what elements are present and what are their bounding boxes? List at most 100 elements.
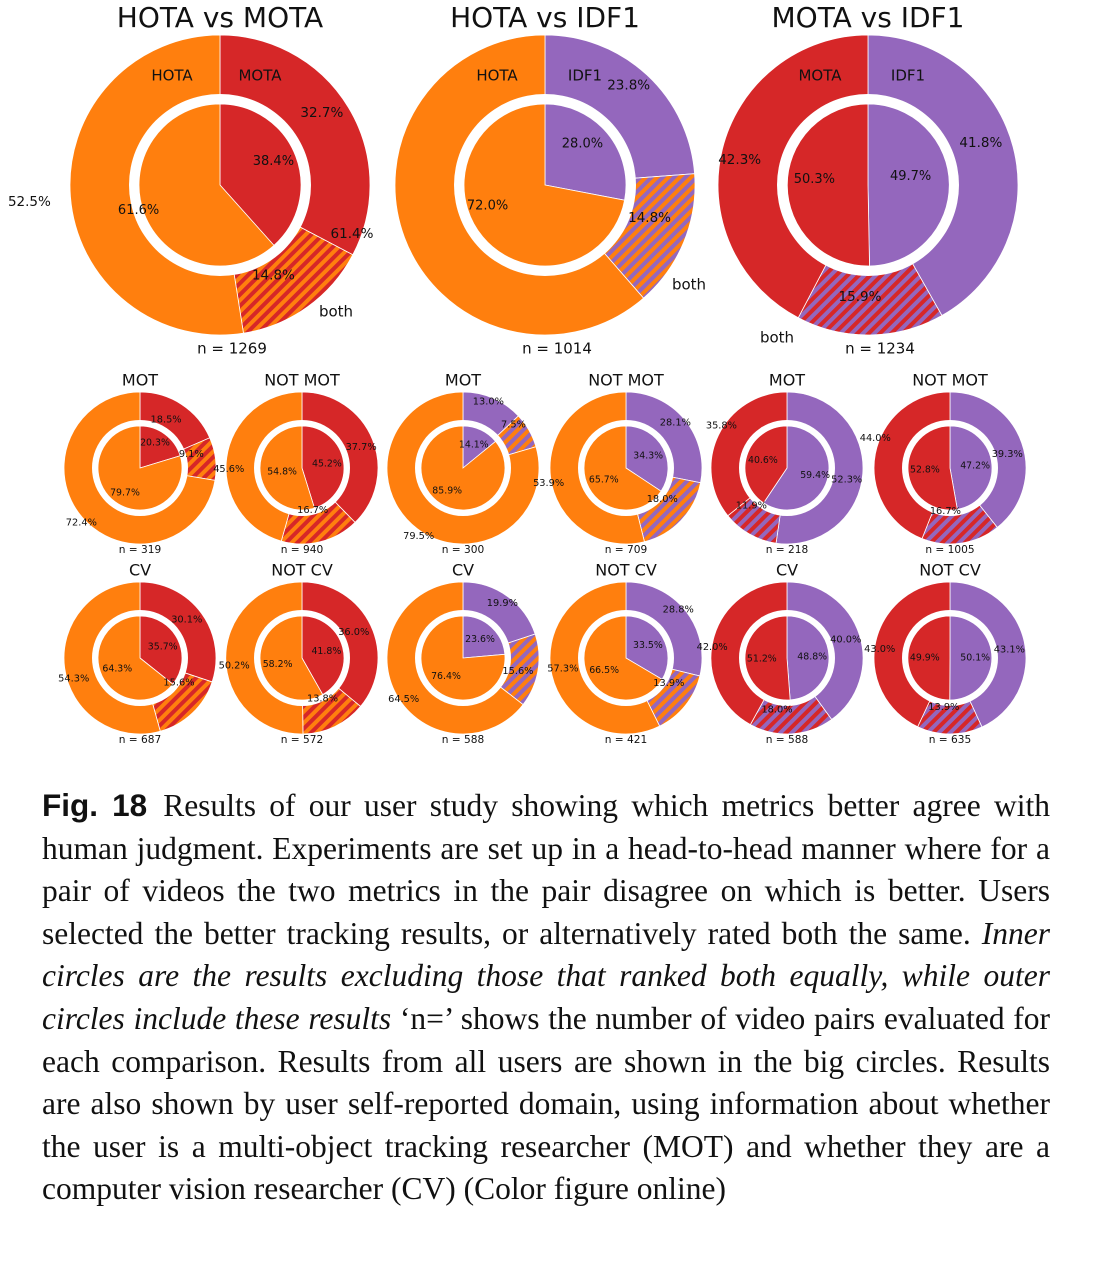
donut-chart-11: 50.2% 36.0% 13.8% 58.2% 41.8% NOT CV n = 572 bbox=[219, 561, 379, 746]
inner-pct-label: 28.0% bbox=[562, 137, 603, 152]
inner-slice-idf1 bbox=[949, 425, 993, 510]
outer-pct-label: 32.7% bbox=[300, 105, 343, 121]
chart-title: NOT MOT bbox=[588, 371, 664, 390]
inner-slice-mota bbox=[907, 615, 951, 701]
inner-pct-label: 50.1% bbox=[960, 653, 990, 664]
inner-pct-label: 48.8% bbox=[797, 652, 827, 663]
outer-pct-label: 18.0% bbox=[647, 494, 678, 505]
n-count-label: n = 300 bbox=[442, 544, 485, 556]
inner-pct-label: 66.5% bbox=[589, 665, 619, 676]
outer-pct-label: 44.0% bbox=[860, 433, 891, 444]
figure-label: Fig. 18 bbox=[42, 787, 148, 823]
left-metric-label: HOTA bbox=[476, 67, 518, 85]
inner-pct-label: 40.6% bbox=[748, 455, 778, 466]
caption-text-b: ‘n=’ shows the number of video pairs eva… bbox=[42, 1000, 1050, 1207]
inner-pct-label: 33.5% bbox=[633, 640, 663, 651]
right-metric-label: IDF1 bbox=[568, 67, 602, 85]
inner-pct-label: 79.7% bbox=[110, 488, 140, 499]
inner-pct-label: 38.4% bbox=[253, 154, 294, 169]
inner-pct-label: 20.3% bbox=[140, 437, 170, 448]
donut-chart-1: 52.5% 32.7% 14.8% 61.6% 38.4% HOTA vs MOTA n =… bbox=[8, 1, 371, 358]
inner-slice-hota bbox=[583, 615, 663, 701]
donut-chart-6: 79.5% 13.0% 7.5% 85.9% 14.1% MOT n = 300 bbox=[386, 371, 540, 556]
chart-title: NOT CV bbox=[595, 561, 657, 580]
inner-pct-label: 51.2% bbox=[747, 653, 777, 664]
inner-slice-mota bbox=[219, 103, 302, 246]
inner-slice-hota bbox=[583, 425, 662, 511]
inner-pct-label: 85.9% bbox=[432, 485, 462, 496]
outer-pct-label: 7.5% bbox=[501, 419, 526, 430]
chart-title: MOT bbox=[445, 371, 481, 390]
inner-pct-label: 41.8% bbox=[311, 646, 341, 657]
chart-title: NOT CV bbox=[271, 561, 333, 580]
n-count-label: n = 1234 bbox=[845, 340, 915, 358]
outer-pct-label: 57.3% bbox=[547, 664, 578, 675]
outer-pct-label: 13.9% bbox=[653, 678, 684, 689]
right-metric-label: IDF1 bbox=[891, 67, 925, 85]
donut-chart-10: 54.3% 30.1% 15.6% 64.3% 35.7% CV n = 687 bbox=[58, 561, 217, 746]
charts-layer: 52.5% 32.7% 14.8% 61.6% 38.4% HOTA vs MOTA n =… bbox=[8, 1, 1027, 746]
inner-pct-label: 47.2% bbox=[960, 460, 990, 471]
inner-slice-hota bbox=[463, 103, 626, 267]
donut-chart-9: 44.0% 39.3% 16.7% 52.8% 47.2% NOT MOT n = 1005 bbox=[860, 371, 1027, 556]
inner-slice-mota bbox=[139, 425, 181, 469]
caption-text-a: Results of our user study showing which … bbox=[42, 788, 1051, 951]
inner-pct-label: 52.8% bbox=[910, 465, 940, 476]
chart-title: MOTA vs IDF1 bbox=[772, 1, 965, 34]
right-metric-label: MOTA bbox=[238, 67, 282, 85]
chart-title: NOT MOT bbox=[264, 371, 340, 390]
outer-pct-label: 50.2% bbox=[219, 660, 250, 671]
figure-caption: Fig. 18 Results of our user study showing… bbox=[42, 784, 1050, 1211]
inner-pct-label: 35.7% bbox=[148, 642, 178, 653]
inner-pct-label: 64.3% bbox=[102, 663, 132, 674]
donut-chart-8: 35.8% 52.3% 11.9% 40.6% 59.4% MOT n = 218 bbox=[706, 371, 864, 556]
n-count-label: n = 635 bbox=[929, 734, 972, 746]
inner-slice-hota bbox=[259, 615, 324, 701]
outer-pct-label: 18.5% bbox=[150, 415, 181, 426]
both-label: both bbox=[760, 329, 794, 347]
inner-slice-idf1 bbox=[625, 615, 669, 680]
outer-pct-label: 52.5% bbox=[8, 194, 51, 210]
inner-slice-hota bbox=[97, 425, 183, 511]
caption-text-italic: Inner circles are the results excluding … bbox=[42, 915, 1050, 1036]
outer-pct-label: 43.0% bbox=[864, 644, 895, 655]
both-label: both bbox=[319, 303, 353, 321]
chart-title: CV bbox=[452, 561, 474, 580]
inner-slice-idf1 bbox=[786, 615, 830, 701]
outer-pct-label: 15.6% bbox=[502, 666, 533, 677]
both-label: both bbox=[672, 276, 706, 294]
n-count-label: n = 421 bbox=[605, 734, 648, 746]
n-count-label: n = 218 bbox=[766, 544, 809, 556]
inner-slice-idf1 bbox=[462, 615, 506, 659]
inner-slice-hota bbox=[420, 425, 506, 511]
n-count-label: n = 687 bbox=[119, 734, 162, 746]
outer-pct-label: 36.0% bbox=[338, 627, 369, 638]
outer-pct-label: 39.3% bbox=[992, 449, 1023, 460]
outer-pct-label: 18.0% bbox=[761, 705, 792, 716]
inner-slice-mota bbox=[139, 615, 183, 685]
inner-pct-label: 54.8% bbox=[267, 466, 297, 477]
chart-title: HOTA vs MOTA bbox=[117, 1, 323, 34]
inner-pct-label: 14.1% bbox=[459, 440, 489, 451]
n-count-label: n = 709 bbox=[605, 544, 648, 556]
chart-title: CV bbox=[776, 561, 798, 580]
chart-title: NOT MOT bbox=[912, 371, 988, 390]
inner-pct-label: 34.3% bbox=[633, 451, 663, 462]
chart-title: HOTA vs IDF1 bbox=[450, 1, 640, 34]
n-count-label: n = 572 bbox=[281, 734, 324, 746]
outer-pct-label: 14.8% bbox=[252, 267, 295, 283]
outer-pct-label: 61.4% bbox=[331, 226, 374, 242]
chart-title: NOT CV bbox=[919, 561, 981, 580]
outer-pct-label: 16.7% bbox=[297, 505, 328, 516]
outer-pct-label: 16.7% bbox=[930, 506, 961, 517]
outer-pct-label: 37.7% bbox=[346, 442, 377, 453]
left-metric-label: HOTA bbox=[151, 67, 193, 85]
n-count-label: n = 588 bbox=[766, 734, 809, 746]
inner-slice-idf1 bbox=[867, 103, 950, 267]
outer-pct-label: 40.0% bbox=[830, 634, 861, 645]
outer-pct-label: 14.8% bbox=[628, 210, 671, 226]
inner-slice-hota bbox=[259, 425, 315, 511]
outer-pct-label: 11.9% bbox=[736, 500, 767, 511]
inner-slice-mota bbox=[301, 425, 345, 509]
n-count-label: n = 319 bbox=[119, 544, 162, 556]
